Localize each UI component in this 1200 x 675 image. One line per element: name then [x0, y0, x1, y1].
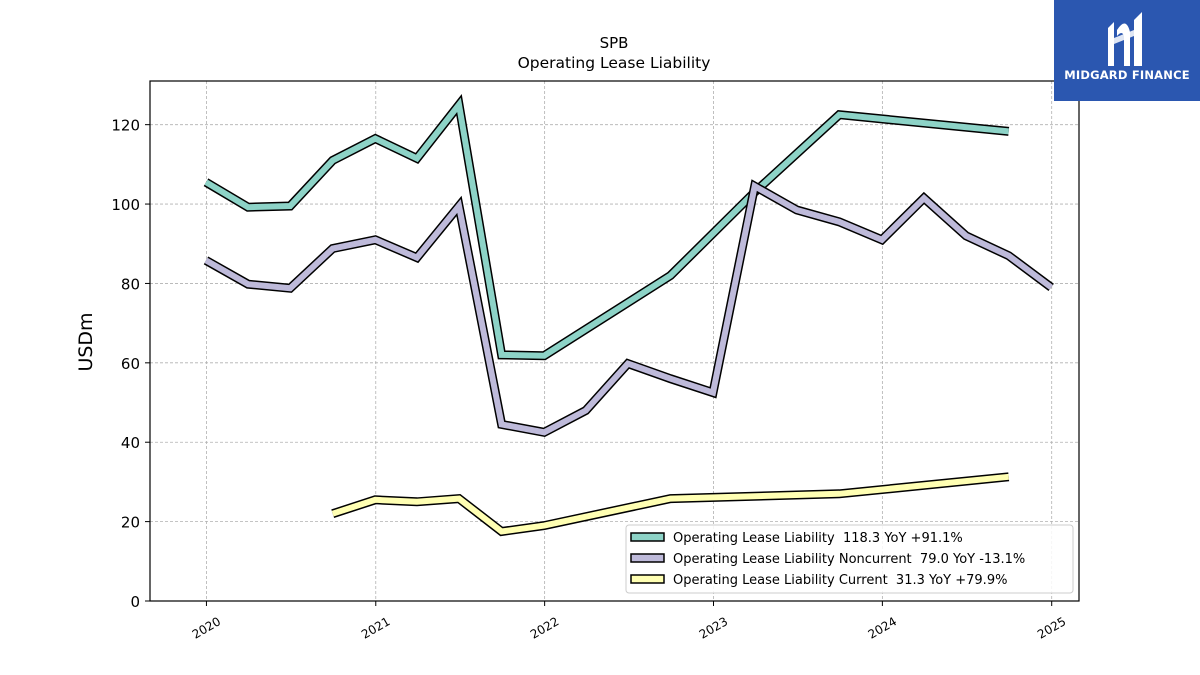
grid — [150, 81, 1079, 602]
series-line-1 — [204, 181, 1053, 436]
y-tick-label: 20 — [121, 514, 140, 532]
x-tick-label: 2021 — [359, 614, 392, 641]
y-tick-label: 80 — [121, 275, 140, 293]
series-lines — [203, 94, 1054, 537]
x-tick-label: 2022 — [528, 614, 561, 641]
series-line-2 — [331, 473, 1009, 535]
legend-label: Operating Lease Liability 118.3 YoY +91.… — [673, 531, 963, 546]
y-tick-label: 60 — [121, 355, 140, 373]
x-tick-label: 2023 — [697, 614, 730, 641]
x-tick-label: 2024 — [866, 614, 899, 641]
legend-label: Operating Lease Liability Noncurrent 79.… — [673, 552, 1025, 567]
legend-box — [625, 524, 1074, 594]
legend-label: Operating Lease Liability Current 31.3 Y… — [673, 573, 1007, 588]
plot-frame — [149, 80, 1080, 602]
legend-swatch — [630, 553, 665, 563]
y-tick-label: 120 — [111, 117, 140, 135]
logo-mark-icon — [1108, 12, 1142, 66]
logo-text: MIDGARD FINANCE — [1064, 68, 1190, 82]
midgard-finance-logo: MIDGARD FINANCE — [1054, 0, 1200, 101]
series-outline-1 — [203, 179, 1054, 438]
x-tick-label: 2025 — [1035, 614, 1068, 641]
legend-swatch — [630, 532, 665, 542]
legend: Operating Lease Liability 118.3 YoY +91.… — [625, 524, 1074, 594]
legend-swatch — [630, 574, 665, 584]
chart-subtitle: Operating Lease Liability — [518, 54, 711, 72]
y-axis-label: USDm — [75, 312, 97, 371]
y-tick-label: 100 — [111, 196, 140, 214]
y-tick-label: 0 — [130, 593, 140, 611]
x-tick-label: 2020 — [190, 614, 223, 641]
y-tick-label: 40 — [121, 434, 140, 452]
chart-title: SPB — [600, 34, 629, 52]
